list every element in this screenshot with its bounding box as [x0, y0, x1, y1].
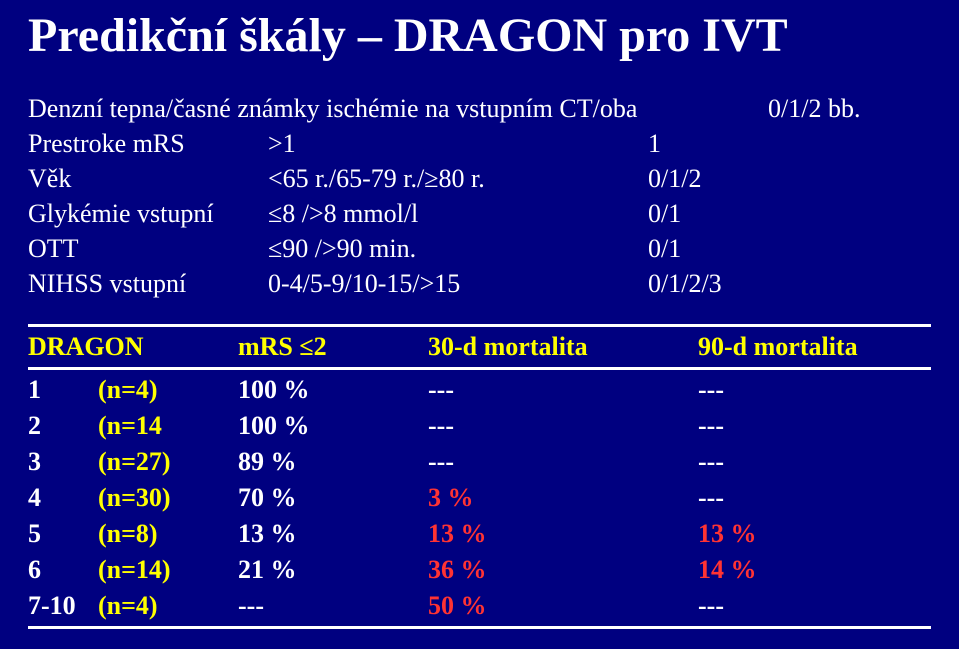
criteria-value: <65 r./65-79 r./≥80 r.: [268, 161, 648, 196]
table-header: 30-d mortalita: [428, 332, 698, 362]
cell-m30: ---: [428, 411, 698, 441]
cell-score: 7-10: [28, 591, 98, 621]
cell-n: (n=4): [98, 375, 238, 405]
criteria-score: 0/1: [648, 231, 931, 266]
cell-score: 6: [28, 555, 98, 585]
cell-m90: ---: [698, 591, 931, 621]
cell-m90: ---: [698, 375, 931, 405]
cell-mrs: 13 %: [238, 519, 428, 549]
table-row: 3(n=27)89 %------: [28, 444, 931, 480]
table-row: 2(n=14100 %------: [28, 408, 931, 444]
cell-n: (n=27): [98, 447, 238, 477]
criteria-score: 0/1/2 bb.: [768, 91, 860, 126]
criteria-label: Prestroke mRS: [28, 126, 268, 161]
criteria-row: OTT ≤90 />90 min. 0/1: [28, 231, 931, 266]
table-row: 1(n=4)100 %------: [28, 372, 931, 408]
cell-m90: 13 %: [698, 519, 931, 549]
criteria-label: Glykémie vstupní: [28, 196, 268, 231]
table-rule: [28, 367, 931, 370]
slide-title: Predikční škály – DRAGON pro IVT: [28, 8, 931, 63]
cell-n: (n=30): [98, 483, 238, 513]
criteria-row: Denzní tepna/časné známky ischémie na vs…: [28, 91, 931, 126]
cell-score: 2: [28, 411, 98, 441]
criteria-value: >1: [268, 126, 648, 161]
criteria-score: 0/1/2: [648, 161, 931, 196]
criteria-score: 1: [648, 126, 931, 161]
cell-n: (n=8): [98, 519, 238, 549]
cell-m30: 36 %: [428, 555, 698, 585]
cell-mrs: 21 %: [238, 555, 428, 585]
criteria-value: 0-4/5-9/10-15/>15: [268, 266, 648, 301]
cell-m90: ---: [698, 447, 931, 477]
criteria-row: Glykémie vstupní ≤8 />8 mmol/l 0/1: [28, 196, 931, 231]
cell-score: 5: [28, 519, 98, 549]
cell-mrs: ---: [238, 591, 428, 621]
criteria-value: ≤8 />8 mmol/l: [268, 196, 648, 231]
cell-m90: ---: [698, 411, 931, 441]
cell-score: 3: [28, 447, 98, 477]
cell-m90: ---: [698, 483, 931, 513]
cell-m30: 3 %: [428, 483, 698, 513]
cell-m90: 14 %: [698, 555, 931, 585]
results-table: DRAGON mRS ≤2 30-d mortalita 90-d mortal…: [28, 324, 931, 629]
cell-mrs: 100 %: [238, 375, 428, 405]
table-row: 5(n=8)13 %13 %13 %: [28, 516, 931, 552]
table-header: mRS ≤2: [238, 332, 428, 362]
cell-m30: ---: [428, 447, 698, 477]
table-header-row: DRAGON mRS ≤2 30-d mortalita 90-d mortal…: [28, 329, 931, 365]
criteria-row: NIHSS vstupní 0-4/5-9/10-15/>15 0/1/2/3: [28, 266, 931, 301]
cell-mrs: 70 %: [238, 483, 428, 513]
table-rule: [28, 324, 931, 327]
cell-mrs: 100 %: [238, 411, 428, 441]
cell-n: (n=4): [98, 591, 238, 621]
table-row: 7-10(n=4)---50 %---: [28, 588, 931, 624]
cell-mrs: 89 %: [238, 447, 428, 477]
cell-n: (n=14): [98, 555, 238, 585]
criteria-label: Denzní tepna/časné známky ischémie na vs…: [28, 91, 768, 126]
cell-m30: ---: [428, 375, 698, 405]
criteria-row: Věk <65 r./65-79 r./≥80 r. 0/1/2: [28, 161, 931, 196]
criteria-score: 0/1: [648, 196, 931, 231]
criteria-label: Věk: [28, 161, 268, 196]
table-row: 6(n=14)21 %36 %14 %: [28, 552, 931, 588]
criteria-value: ≤90 />90 min.: [268, 231, 648, 266]
cell-m30: 50 %: [428, 591, 698, 621]
cell-score: 4: [28, 483, 98, 513]
table-header: DRAGON: [28, 332, 98, 362]
criteria-score: 0/1/2/3: [648, 266, 931, 301]
table-rule: [28, 626, 931, 629]
criteria-label: OTT: [28, 231, 268, 266]
criteria-row: Prestroke mRS >1 1: [28, 126, 931, 161]
cell-m30: 13 %: [428, 519, 698, 549]
table-header: 90-d mortalita: [698, 332, 931, 362]
criteria-block: Denzní tepna/časné známky ischémie na vs…: [28, 91, 931, 302]
criteria-label: NIHSS vstupní: [28, 266, 268, 301]
cell-n: (n=14: [98, 411, 238, 441]
table-row: 4(n=30)70 %3 %---: [28, 480, 931, 516]
cell-score: 1: [28, 375, 98, 405]
